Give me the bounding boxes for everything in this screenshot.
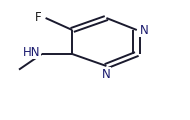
Text: N: N bbox=[140, 24, 148, 36]
Text: HN: HN bbox=[23, 46, 41, 59]
Text: F: F bbox=[35, 11, 42, 24]
Text: N: N bbox=[102, 68, 111, 81]
